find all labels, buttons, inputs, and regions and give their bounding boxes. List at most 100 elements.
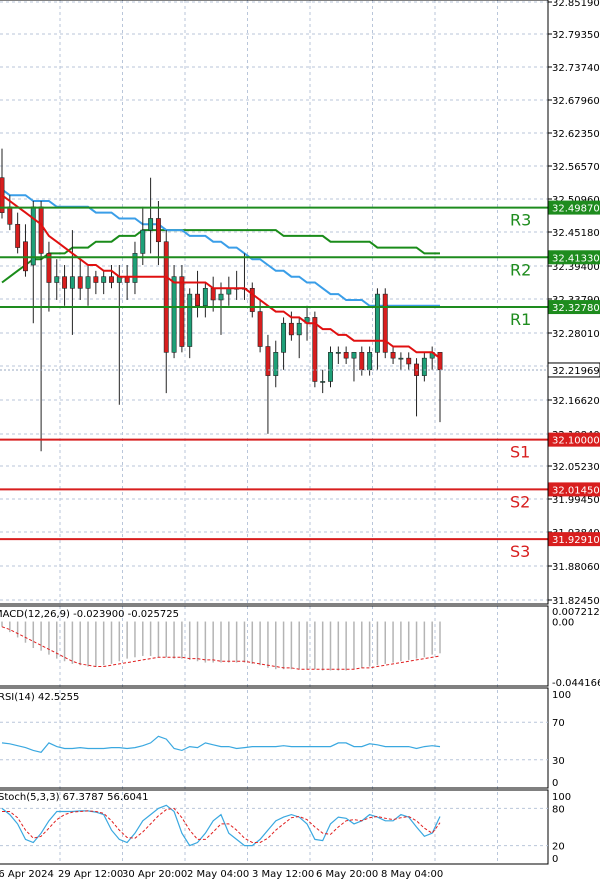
candle-body-up <box>421 357 427 376</box>
candle-body-up <box>69 276 75 289</box>
level-name-label: R3 <box>510 211 531 230</box>
level-s3: S3 31.92910 <box>0 532 600 561</box>
macd-y-tick-label: 0.007212 <box>552 607 600 618</box>
candle <box>382 288 388 359</box>
rsi-y-tick-label: 100 <box>552 690 571 701</box>
candle-body-down <box>249 288 255 312</box>
y-tick-label: 32.39400 <box>552 262 600 273</box>
stoch-y-tick-label: 80 <box>552 804 565 815</box>
y-tick-label: 32.05230 <box>552 462 600 473</box>
y-tick-label: 31.99450 <box>552 495 600 506</box>
candle <box>335 346 341 364</box>
macd-pane: MACD(12,26,9) -0.023900 -0.025725 0.00721… <box>0 607 600 689</box>
grid <box>0 0 548 864</box>
y-tick-label: 32.62350 <box>552 129 600 140</box>
candle-body-down <box>93 276 99 283</box>
y-tick-label: 31.88060 <box>552 562 600 573</box>
candle-body-up <box>54 276 60 283</box>
candle-body-down <box>46 253 52 283</box>
candle <box>85 265 91 306</box>
candle-body-up <box>273 352 279 376</box>
candle <box>351 352 357 382</box>
x-tick-label: 2 May 04:00 <box>187 869 249 880</box>
candle <box>374 288 380 370</box>
level-price-label: 32.49870 <box>552 204 600 215</box>
candle-body-down <box>437 352 443 371</box>
candle-body-down <box>155 218 161 243</box>
candle-body-down <box>163 241 169 353</box>
candle-body-down <box>62 276 68 289</box>
level-name-label: S2 <box>510 492 530 511</box>
x-tick-label: 8 May 04:00 <box>381 869 443 880</box>
rsi-y-tick-label: 0 <box>552 778 558 789</box>
candle <box>171 265 177 359</box>
candle-body-down <box>406 357 412 365</box>
candle <box>242 253 247 300</box>
candle-body-up <box>367 352 373 371</box>
candle <box>257 299 263 353</box>
y-tick-label: 31.82450 <box>552 596 600 607</box>
candle-body-up <box>296 322 302 336</box>
level-s2: S2 32.01450 <box>0 482 600 511</box>
candle <box>273 340 279 388</box>
candle-body-down <box>210 288 216 301</box>
candle-body-up <box>328 352 333 382</box>
candle-body-up <box>218 293 224 301</box>
level-price-box <box>548 250 600 265</box>
candle <box>249 282 255 318</box>
levels: R3 32.49870 R2 32.41330 R1 32.32780 S1 32.10000… <box>0 200 600 561</box>
candle <box>398 352 404 370</box>
x-tick-label: 29 Apr 12:00 <box>58 869 123 880</box>
candle <box>187 288 193 359</box>
candle <box>281 317 287 370</box>
candle-body-up <box>171 276 177 353</box>
y-tick-label: 32.79350 <box>552 30 600 41</box>
candle <box>163 230 169 394</box>
level-price-label: 32.01450 <box>552 485 600 496</box>
candle-body-down <box>15 223 21 248</box>
level-price-label: 32.32780 <box>552 303 600 314</box>
candle <box>77 259 83 300</box>
candle-body-down <box>179 276 185 347</box>
candle-body-down <box>195 293 200 307</box>
x-tick-label: 3 May 12:00 <box>252 869 314 880</box>
level-price-box <box>548 482 600 497</box>
stoch-y-tick-label: 100 <box>552 792 571 803</box>
macd-signal-line <box>1 626 441 670</box>
candle <box>179 265 185 353</box>
candle <box>109 265 114 289</box>
candle <box>437 352 443 423</box>
level-name-label: S3 <box>510 542 530 561</box>
rsi-y-tick-label: 70 <box>552 718 565 729</box>
candle <box>140 206 146 266</box>
rsi-line <box>1 735 441 753</box>
level-price-label: 32.10000 <box>552 436 600 447</box>
y-tick-label: 32.67960 <box>552 96 600 107</box>
y-tick-label: 32.28010 <box>552 329 600 340</box>
candle <box>320 369 326 394</box>
pane-border <box>0 605 549 687</box>
candle-body-down <box>7 206 13 225</box>
candle <box>54 259 60 300</box>
candle-body-up <box>187 293 193 347</box>
candle <box>265 334 271 434</box>
pane-border <box>0 687 549 789</box>
level-price-box <box>548 432 600 447</box>
level-price-box <box>548 532 600 547</box>
candle-body-down <box>382 293 388 353</box>
candle-body-down <box>343 352 349 359</box>
candle <box>62 265 68 306</box>
candle-body-down <box>109 276 114 283</box>
stoch-k-line <box>1 804 441 847</box>
candle <box>195 270 200 318</box>
candle <box>202 282 208 318</box>
x-tick-label: 6 May 20:00 <box>316 869 378 880</box>
candle <box>234 270 240 300</box>
stoch-d-line <box>2 807 441 843</box>
current-price: 32.21969 <box>0 362 600 378</box>
candle-body-down <box>359 352 365 371</box>
